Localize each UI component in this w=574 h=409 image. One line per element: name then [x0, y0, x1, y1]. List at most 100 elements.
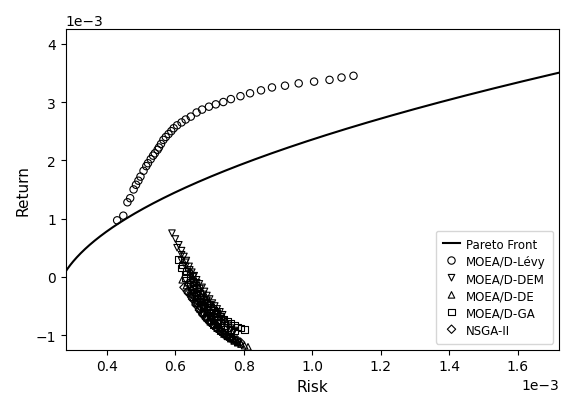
MOEA/D-Lévy — [349, 73, 358, 80]
X-axis label: Risk: Risk — [297, 379, 328, 394]
MOEA/D-DEM — [189, 274, 198, 281]
MOEA/D-Lévy — [113, 218, 122, 224]
MOEA/D-GA — [192, 292, 201, 299]
MOEA/D-DEM — [202, 298, 211, 305]
MOEA/D-DE — [187, 284, 196, 291]
MOEA/D-Lévy — [166, 128, 176, 135]
MOEA/D-GA — [233, 324, 242, 330]
MOEA/D-GA — [226, 320, 235, 327]
MOEA/D-Lévy — [154, 145, 164, 151]
NSGA-II — [198, 310, 207, 317]
MOEA/D-Lévy — [129, 187, 138, 193]
NSGA-II — [195, 306, 204, 312]
MOEA/D-DEM — [200, 288, 209, 295]
MOEA/D-DE — [199, 302, 208, 308]
MOEA/D-DEM — [177, 248, 186, 254]
MOEA/D-GA — [216, 313, 225, 320]
MOEA/D-DE — [216, 328, 225, 335]
MOEA/D-DEM — [202, 297, 211, 304]
Y-axis label: Return: Return — [15, 164, 30, 216]
MOEA/D-DE — [205, 313, 215, 320]
MOEA/D-DEM — [168, 230, 177, 237]
NSGA-II — [191, 300, 200, 307]
NSGA-II — [198, 312, 207, 318]
MOEA/D-GA — [185, 277, 195, 283]
NSGA-II — [179, 284, 188, 291]
Line: Pareto Front: Pareto Front — [63, 74, 559, 277]
MOEA/D-DE — [192, 300, 201, 307]
MOEA/D-DE — [183, 280, 192, 286]
MOEA/D-GA — [209, 313, 218, 319]
MOEA/D-GA — [230, 328, 239, 335]
MOEA/D-DE — [216, 325, 225, 332]
NSGA-II — [212, 325, 221, 332]
MOEA/D-DEM — [174, 242, 184, 249]
MOEA/D-GA — [192, 284, 201, 291]
MOEA/D-Lévy — [309, 79, 319, 86]
NSGA-II — [191, 302, 200, 308]
MOEA/D-DE — [226, 335, 235, 342]
NSGA-II — [212, 325, 221, 332]
MOEA/D-GA — [230, 322, 239, 329]
NSGA-II — [205, 319, 214, 325]
MOEA/D-Lévy — [159, 137, 168, 144]
MOEA/D-Lévy — [164, 131, 173, 138]
Pareto Front — [446, 98, 453, 103]
Pareto Front — [260, 155, 267, 160]
MOEA/D-GA — [219, 322, 228, 329]
MOEA/D-GA — [196, 290, 205, 297]
MOEA/D-Lévy — [204, 104, 214, 111]
MOEA/D-DEM — [185, 267, 195, 274]
NSGA-II — [219, 330, 228, 337]
MOEA/D-GA — [209, 317, 218, 323]
MOEA/D-DE — [191, 292, 200, 299]
MOEA/D-DEM — [208, 300, 217, 307]
MOEA/D-DE — [182, 283, 191, 289]
MOEA/D-DEM — [212, 306, 222, 312]
MOEA/D-DEM — [177, 252, 186, 258]
MOEA/D-DE — [233, 339, 242, 346]
MOEA/D-Lévy — [126, 196, 135, 202]
MOEA/D-DEM — [219, 317, 228, 324]
NSGA-II — [183, 288, 192, 295]
NSGA-II — [187, 291, 196, 298]
NSGA-II — [184, 290, 193, 297]
Pareto Front — [400, 110, 407, 115]
MOEA/D-Lévy — [226, 97, 235, 103]
MOEA/D-GA — [181, 271, 190, 278]
MOEA/D-DE — [212, 325, 222, 332]
MOEA/D-GA — [199, 296, 208, 303]
MOEA/D-DE — [209, 322, 218, 329]
MOEA/D-DEM — [177, 258, 186, 264]
MOEA/D-GA — [196, 298, 205, 305]
MOEA/D-DEM — [223, 322, 232, 329]
NSGA-II — [201, 316, 211, 322]
MOEA/D-DEM — [199, 291, 208, 298]
NSGA-II — [222, 333, 231, 339]
MOEA/D-Lévy — [161, 135, 170, 141]
MOEA/D-Lévy — [136, 174, 145, 180]
MOEA/D-GA — [226, 326, 235, 333]
MOEA/D-DEM — [205, 296, 214, 303]
MOEA/D-Lévy — [150, 151, 160, 157]
MOEA/D-GA — [240, 326, 249, 333]
Pareto Front — [278, 148, 285, 153]
MOEA/D-GA — [185, 273, 195, 279]
NSGA-II — [201, 315, 211, 321]
MOEA/D-GA — [212, 320, 222, 327]
MOEA/D-Lévy — [153, 147, 162, 154]
Legend: Pareto Front, MOEA/D-Lévy, MOEA/D-DEM, MOEA/D-DE, MOEA/D-GA, NSGA-II: Pareto Front, MOEA/D-Lévy, MOEA/D-DEM, M… — [436, 231, 553, 344]
NSGA-II — [219, 330, 228, 337]
MOEA/D-DEM — [196, 285, 205, 292]
NSGA-II — [232, 338, 242, 344]
MOEA/D-DE — [230, 338, 239, 344]
MOEA/D-Lévy — [144, 161, 153, 167]
MOEA/D-GA — [219, 326, 228, 333]
MOEA/D-GA — [212, 310, 222, 317]
MOEA/D-GA — [189, 287, 198, 293]
MOEA/D-DE — [202, 307, 211, 314]
MOEA/D-DE — [236, 341, 246, 347]
MOEA/D-DE — [219, 328, 228, 335]
MOEA/D-Lévy — [173, 123, 182, 129]
MOEA/D-DEM — [230, 328, 239, 334]
